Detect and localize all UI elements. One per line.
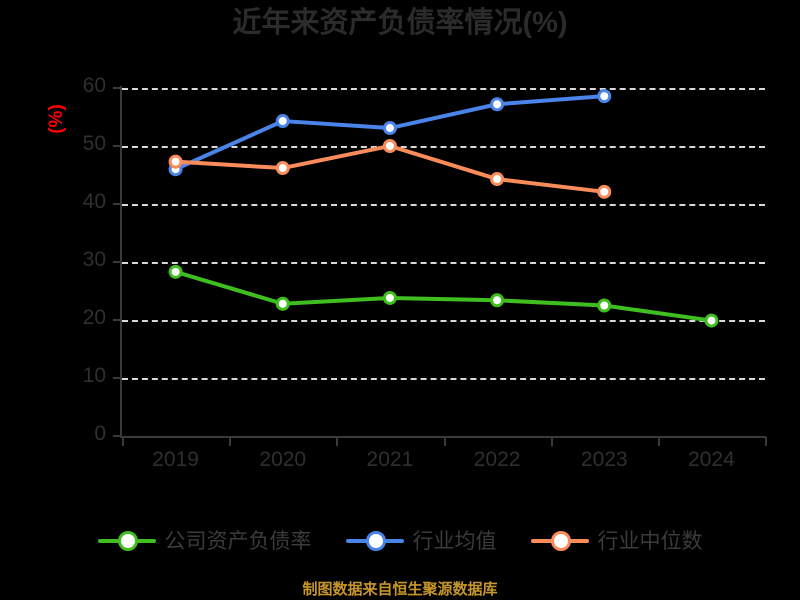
chart-title: 近年来资产负债率情况(%): [232, 7, 568, 39]
legend-item-industry-average[interactable]: 行业均值: [345, 525, 497, 555]
gridline: [122, 146, 765, 148]
data-point-marker[interactable]: [382, 139, 397, 153]
x-axis-spine: [120, 436, 766, 438]
legend-label-company: 公司资产负债率: [164, 530, 312, 553]
data-point-marker[interactable]: [382, 121, 397, 136]
y-tick-mark: [113, 377, 122, 379]
legend-label-industry-median: 行业中位数: [597, 530, 703, 553]
y-tick-mark: [113, 203, 122, 205]
x-tick-mark: [443, 437, 446, 446]
y-tick-label: 60: [82, 74, 106, 97]
data-point-marker[interactable]: [275, 161, 290, 176]
y-tick-label: 40: [82, 190, 106, 213]
gridline: [122, 262, 765, 264]
legend-marker-industry-average: [345, 528, 404, 552]
data-point-marker[interactable]: [597, 298, 612, 313]
chart-legend: 公司资产负债率 行业均值 行业中位数: [0, 518, 800, 562]
y-tick-label: 0: [94, 422, 106, 445]
x-tick-mark: [229, 437, 232, 446]
y-tick-label: 20: [82, 306, 106, 329]
y-tick-mark: [113, 319, 122, 321]
y-tick-label: 50: [82, 132, 106, 155]
gridline: [122, 204, 765, 206]
legend-marker-company: [97, 528, 156, 552]
gridline: [122, 88, 765, 90]
data-point-marker[interactable]: [275, 114, 290, 129]
legend-item-company[interactable]: 公司资产负债率: [97, 525, 312, 555]
legend-label-industry-average: 行业均值: [412, 530, 497, 553]
series-line: [173, 269, 714, 323]
x-tick-mark: [550, 437, 553, 446]
x-tick-label: 2021: [366, 448, 414, 471]
gridline: [122, 320, 765, 322]
data-point-marker[interactable]: [168, 264, 183, 279]
x-tick-label: 2019: [152, 448, 199, 471]
y-tick-mark: [113, 435, 122, 437]
gridline: [122, 378, 765, 380]
x-tick-label: 2023: [580, 448, 628, 471]
data-point-marker[interactable]: [168, 154, 183, 169]
y-tick-mark: [113, 87, 122, 89]
x-tick-mark: [765, 437, 767, 446]
data-point-marker[interactable]: [704, 313, 719, 328]
data-point-marker[interactable]: [490, 97, 505, 112]
legend-marker-industry-median: [530, 528, 589, 552]
data-point-marker[interactable]: [597, 184, 612, 199]
x-tick-mark: [336, 437, 339, 446]
data-point-marker[interactable]: [597, 89, 612, 104]
data-point-marker[interactable]: [382, 290, 397, 305]
footer-note: 制图数据来自恒生聚源数据库: [302, 581, 498, 598]
x-tick-mark: [122, 437, 124, 446]
data-point-marker[interactable]: [490, 172, 505, 187]
data-point-marker[interactable]: [490, 293, 505, 308]
x-tick-mark: [657, 437, 660, 446]
x-tick-label: 2022: [473, 448, 521, 471]
y-tick-label: 30: [82, 248, 106, 271]
legend-item-industry-median[interactable]: 行业中位数: [530, 525, 703, 555]
x-tick-label: 2024: [688, 448, 735, 471]
x-tick-label: 2020: [259, 448, 307, 471]
y-tick-label: 10: [82, 364, 106, 387]
y-tick-mark: [113, 261, 122, 263]
y-tick-mark: [113, 145, 122, 147]
data-point-marker[interactable]: [275, 296, 290, 311]
